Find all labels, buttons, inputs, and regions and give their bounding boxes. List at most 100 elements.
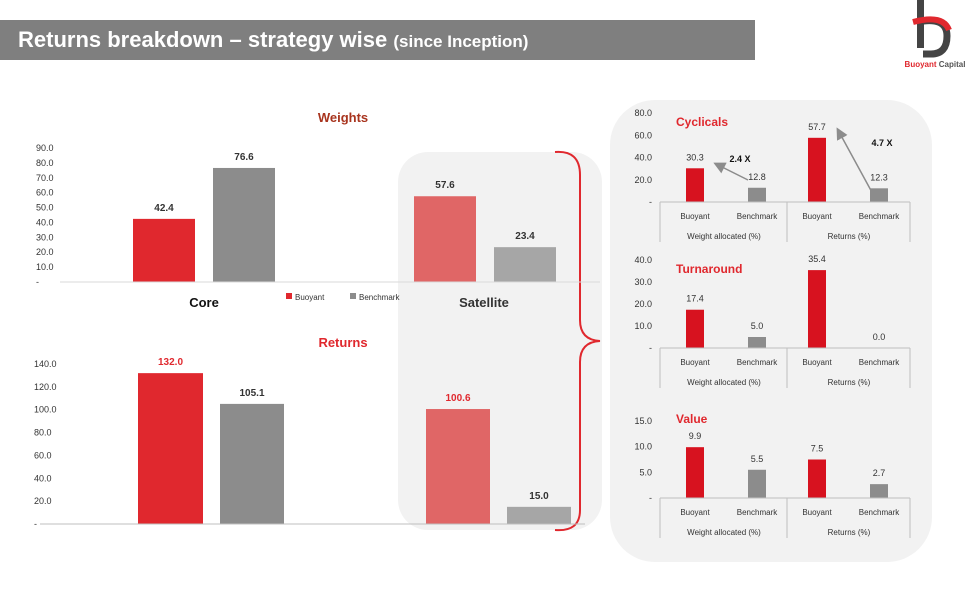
y-tick-label: 40.0 <box>634 153 652 163</box>
buoyant-bar <box>686 309 704 348</box>
data-label: 105.1 <box>239 388 264 399</box>
data-label: 9.9 <box>689 431 702 441</box>
group-label: Returns (%) <box>828 378 871 387</box>
group-label: Weight allocated (%) <box>687 528 761 537</box>
data-label: 35.4 <box>808 254 826 264</box>
data-label: 5.0 <box>751 321 764 331</box>
logo-text-capital: Capital <box>938 60 966 69</box>
y-tick-label: - <box>649 343 652 353</box>
y-tick-label: 120.0 <box>34 382 57 392</box>
y-tick-label: 140.0 <box>34 359 57 369</box>
y-tick-label: - <box>649 493 652 503</box>
y-tick-label: - <box>649 197 652 207</box>
data-label: 100.6 <box>445 393 470 404</box>
benchmark-bar <box>748 187 766 202</box>
buoyant-bar-satellite <box>414 196 476 282</box>
y-tick-label: 15.0 <box>634 416 652 426</box>
data-label: 5.5 <box>751 454 764 464</box>
category-label: Buoyant <box>680 358 710 367</box>
y-tick-label: 30.0 <box>36 232 54 242</box>
group-label: Weight allocated (%) <box>687 232 761 241</box>
slide-title: Returns breakdown – strategy wise <box>18 27 388 52</box>
buoyant-bar <box>808 270 826 348</box>
group-label: Returns (%) <box>828 232 871 241</box>
y-tick-label: 20.0 <box>36 247 54 257</box>
y-tick-label: 10.0 <box>634 442 652 452</box>
data-label: 57.7 <box>808 122 826 132</box>
buoyant-bar <box>808 459 826 498</box>
buoyant-bar-core <box>133 218 195 282</box>
data-label: 17.4 <box>686 294 704 304</box>
category-label: Buoyant <box>802 358 832 367</box>
mini-chart-title: Cyclicals <box>676 115 728 129</box>
data-label: 2.7 <box>873 468 886 478</box>
category-label: Benchmark <box>737 358 778 367</box>
legend-swatch-benchmark <box>350 293 356 299</box>
data-label: 12.3 <box>870 172 888 182</box>
y-tick-label: 10.0 <box>634 321 652 331</box>
category-label: Benchmark <box>737 212 778 221</box>
data-label: 30.3 <box>686 152 704 162</box>
category-label: Benchmark <box>859 358 900 367</box>
data-label: 12.8 <box>748 172 766 182</box>
category-label-satellite: Satellite <box>459 295 509 310</box>
y-tick-label: 80.0 <box>36 158 54 168</box>
category-label: Benchmark <box>737 508 778 517</box>
buoyant-bar <box>686 447 704 498</box>
benchmark-bar <box>748 469 766 498</box>
curly-bracket <box>554 150 601 532</box>
category-label-core: Core <box>189 295 219 310</box>
y-tick-label: 100.0 <box>34 405 57 415</box>
buoyant-bar <box>808 137 826 202</box>
data-label: 76.6 <box>234 152 254 163</box>
buoyant-bar-satellite <box>426 409 490 524</box>
buoyant-bar <box>686 168 704 202</box>
benchmark-bar-satellite <box>494 247 556 282</box>
benchmark-bar <box>870 484 888 498</box>
y-tick-label: - <box>34 519 37 529</box>
y-tick-label: 60.0 <box>36 188 54 198</box>
y-tick-label: 60.0 <box>634 130 652 140</box>
buoyant-bar-core <box>138 373 203 524</box>
y-tick-label: 20.0 <box>34 496 52 506</box>
group-label: Returns (%) <box>828 528 871 537</box>
benchmark-bar-core <box>220 403 284 524</box>
y-tick-label: - <box>36 277 39 287</box>
data-label: 42.4 <box>154 203 174 214</box>
category-label: Buoyant <box>802 212 832 221</box>
y-tick-label: 80.0 <box>634 108 652 118</box>
y-tick-label: 20.0 <box>634 299 652 309</box>
multiplier-annotation: 2.4 X <box>729 154 750 164</box>
benchmark-bar-satellite <box>507 506 571 524</box>
slide-subtitle: (since Inception) <box>393 32 529 51</box>
category-label: Buoyant <box>680 508 710 517</box>
multiplier-annotation: 4.7 X <box>871 138 892 148</box>
y-tick-label: 70.0 <box>36 173 54 183</box>
y-tick-label: 40.0 <box>634 255 652 265</box>
mini-chart-title: Value <box>676 412 708 426</box>
y-tick-label: 40.0 <box>34 473 52 483</box>
y-tick-label: 30.0 <box>634 277 652 287</box>
category-label: Benchmark <box>859 212 900 221</box>
category-label: Buoyant <box>680 212 710 221</box>
data-label: 15.0 <box>529 491 549 502</box>
y-tick-label: 20.0 <box>634 175 652 185</box>
legend-label-benchmark: Benchmark <box>359 293 400 302</box>
y-tick-label: 60.0 <box>34 450 52 460</box>
buoyant-capital-logo: Buoyant Capital <box>895 0 975 75</box>
y-tick-label: 40.0 <box>36 217 54 227</box>
group-label: Weight allocated (%) <box>687 378 761 387</box>
category-label: Buoyant <box>802 508 832 517</box>
y-tick-label: 5.0 <box>639 467 652 477</box>
benchmark-bar <box>748 337 766 348</box>
arrow-icon <box>836 127 875 197</box>
legend-label-buoyant: Buoyant <box>295 293 325 302</box>
y-tick-label: 80.0 <box>34 428 52 438</box>
benchmark-bar-core <box>213 167 275 282</box>
logo-text: Buoyant <box>904 60 937 69</box>
chart-title: Returns <box>318 335 367 350</box>
benchmark-bar <box>870 188 888 202</box>
chart-title: Weights <box>318 110 368 125</box>
legend-swatch-buoyant <box>286 293 292 299</box>
